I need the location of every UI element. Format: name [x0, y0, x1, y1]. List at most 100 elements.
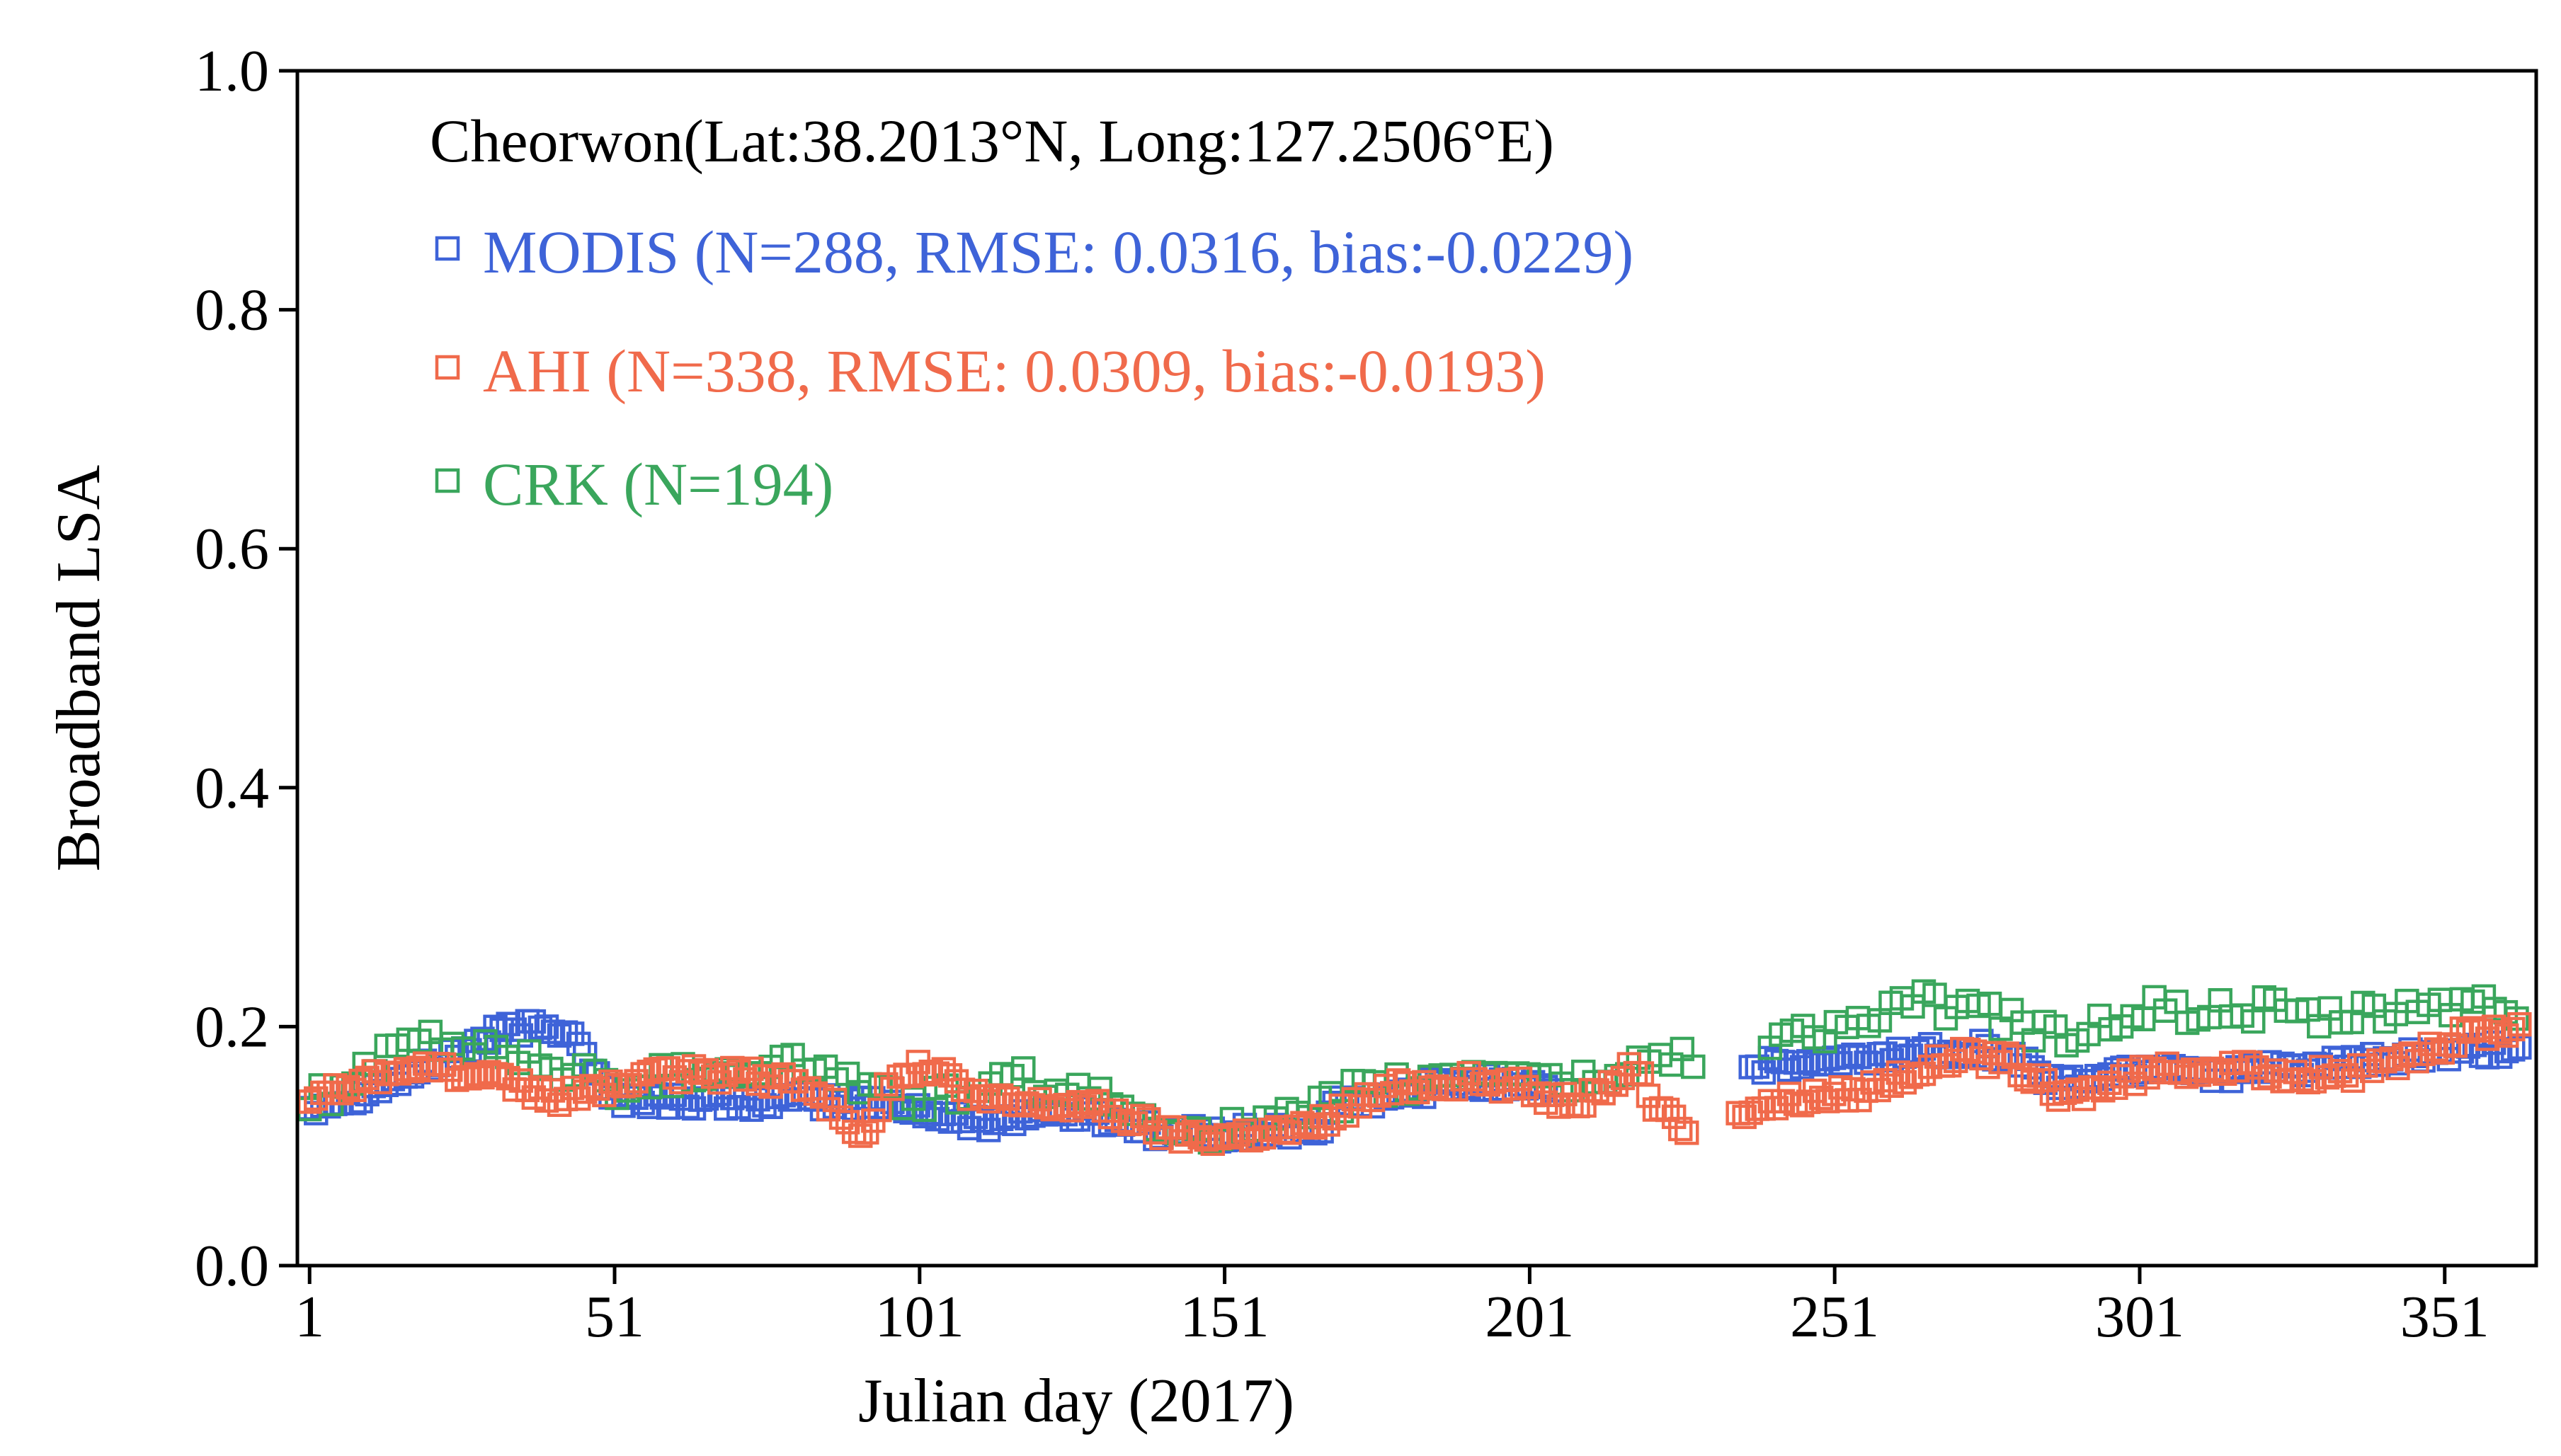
marker-ahi [1296, 1113, 1321, 1137]
y-tick-label: 0.2 [195, 994, 269, 1060]
marker-ahi [912, 1062, 937, 1087]
marker-modis [547, 1023, 572, 1048]
marker-ahi [886, 1064, 911, 1089]
marker-crk [1011, 1056, 1036, 1081]
marker-ahi [2276, 1067, 2301, 1093]
marker-modis [1828, 1050, 1853, 1076]
marker-modis [1776, 1057, 1802, 1082]
marker-modis [2475, 1045, 2500, 1070]
marker-ahi [925, 1061, 950, 1086]
marker-modis [746, 1087, 770, 1112]
marker-ahi [867, 1097, 892, 1123]
marker-ahi [1226, 1122, 1251, 1147]
marker-ahi [2167, 1060, 2193, 1085]
marker-ahi [502, 1077, 527, 1102]
marker-modis [502, 1017, 527, 1042]
marker-ahi [1066, 1089, 1091, 1115]
marker-ahi [355, 1065, 380, 1091]
marker-ahi [2135, 1065, 2160, 1090]
marker-ahi [1219, 1125, 1245, 1150]
marker-modis [1841, 1042, 1866, 1067]
marker-ahi [2392, 1043, 2417, 1068]
marker-ahi [1726, 1101, 1750, 1125]
marker-ahi [1360, 1087, 1386, 1113]
marker-ahi [387, 1061, 412, 1086]
marker-ahi [1995, 1041, 2019, 1066]
marker-ahi [598, 1069, 623, 1094]
marker-ahi [1450, 1067, 1475, 1092]
marker-ahi [899, 1063, 924, 1089]
marker-ahi [1815, 1089, 1840, 1113]
marker-ahi [1040, 1096, 1065, 1122]
x-tick-label: 201 [1485, 1284, 1574, 1350]
x-axis: 1 51 101 151 201 251 301 351 [295, 1266, 2489, 1350]
marker-ahi [1290, 1111, 1315, 1136]
marker-modis [540, 1019, 566, 1044]
marker-ahi [950, 1077, 976, 1102]
marker-ahi [976, 1089, 1001, 1114]
marker-ahi [2507, 1011, 2532, 1037]
plot-frame [295, 69, 2538, 1268]
legend-label-crk: CRK (N=194) [483, 450, 833, 518]
marker-ahi [1873, 1067, 1898, 1093]
marker-ahi [1585, 1078, 1609, 1103]
marker-ahi [393, 1057, 418, 1082]
marker-modis [1835, 1044, 1859, 1069]
marker-ahi [1053, 1092, 1078, 1118]
chart-title: Cheorwon(Lat:38.2013°N, Long:127.2506°E) [430, 107, 1554, 175]
legend-label-modis: MODIS (N=288, RMSE: 0.0316, bias:-0.0229… [483, 218, 1633, 286]
marker-ahi [1097, 1104, 1123, 1130]
marker-modis [1789, 1055, 1815, 1080]
legend-marker-crk [435, 468, 460, 493]
marker-ahi [803, 1081, 828, 1106]
marker-modis [1937, 1039, 1962, 1065]
marker-ahi [323, 1073, 348, 1098]
marker-ahi [2443, 1033, 2468, 1058]
marker-crk [2240, 1009, 2266, 1034]
marker-modis [1783, 1050, 1808, 1075]
y-axis-title: Broadband LSA [45, 465, 113, 871]
marker-ahi [1610, 1065, 1636, 1091]
legend-label-ahi: AHI (N=338, RMSE: 0.0309, bias:-0.0193) [483, 337, 1546, 405]
marker-ahi [1860, 1070, 1885, 1095]
marker-ahi [630, 1062, 655, 1087]
marker-ahi [586, 1076, 610, 1101]
marker-ahi [2084, 1074, 2109, 1100]
marker-ahi [700, 1064, 726, 1089]
marker-ahi [540, 1078, 566, 1103]
marker-ahi [969, 1084, 995, 1109]
marker-modis [1847, 1045, 1872, 1070]
marker-ahi [1130, 1104, 1155, 1128]
marker-ahi [2302, 1069, 2327, 1094]
marker-ahi [1194, 1127, 1219, 1152]
marker-ahi [418, 1057, 444, 1083]
marker-ahi [1284, 1114, 1308, 1140]
marker-modis [508, 1023, 534, 1048]
marker-ahi [2251, 1065, 2276, 1091]
marker-ahi [1316, 1112, 1340, 1137]
marker-ahi [1514, 1074, 1539, 1099]
marker-modis [1796, 1049, 1821, 1074]
marker-ahi [996, 1086, 1020, 1111]
marker-ahi [1412, 1070, 1437, 1095]
x-tick-label: 101 [875, 1284, 964, 1350]
marker-ahi [2321, 1063, 2346, 1088]
legend-marker-modis [435, 236, 460, 261]
marker-ahi [457, 1066, 482, 1091]
y-axis: 0.0 0.2 0.4 0.6 0.8 1.0 [195, 38, 297, 1299]
marker-ahi [1354, 1082, 1379, 1107]
marker-ahi [746, 1071, 770, 1096]
marker-ahi [1674, 1120, 1699, 1145]
marker-ahi [1822, 1082, 1847, 1106]
marker-ahi [1751, 1096, 1776, 1121]
marker-ahi [2155, 1051, 2179, 1077]
marker-ahi [2039, 1081, 2065, 1106]
marker-ahi [771, 1062, 796, 1087]
marker-ahi [1373, 1073, 1398, 1099]
marker-ahi [2218, 1050, 2244, 1076]
marker-ahi [2417, 1031, 2442, 1057]
marker-ahi [1969, 1045, 1994, 1071]
marker-ahi [470, 1065, 495, 1090]
marker-ahi [714, 1062, 738, 1087]
marker-ahi [765, 1065, 789, 1090]
